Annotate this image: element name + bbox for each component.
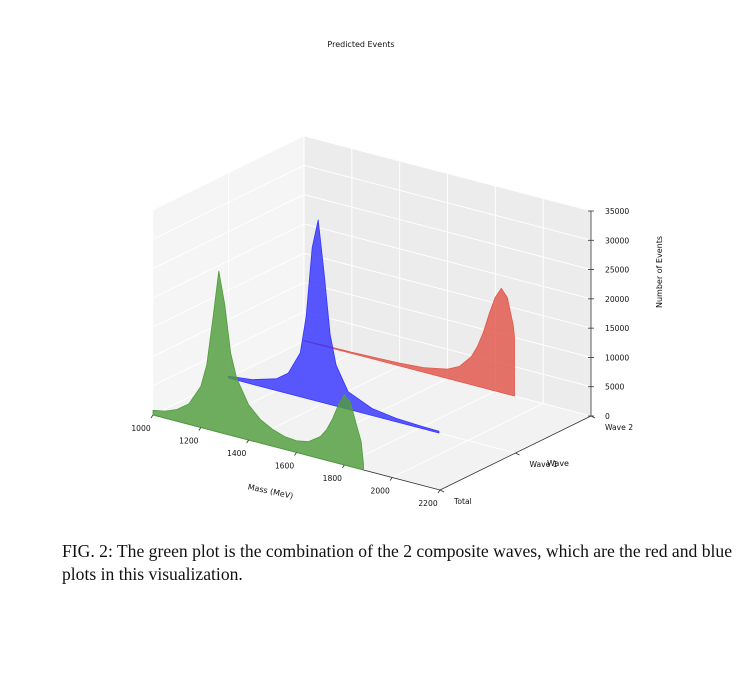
y-tick-mark <box>439 489 445 493</box>
x-tick-mark <box>294 452 297 456</box>
y-tick-labels: Total Wave 1 Wave 2 <box>439 415 633 506</box>
x-tick-mark <box>437 489 441 494</box>
x-tick-mark <box>198 427 202 431</box>
z-tick-label: 15000 <box>605 324 629 333</box>
grid-line <box>303 135 592 212</box>
y-tick-label: Wave 1 <box>530 460 558 469</box>
x-tick-label: 2200 <box>418 499 437 508</box>
series-layer <box>152 219 515 471</box>
x-tick-label: 1000 <box>131 424 150 433</box>
z-axis-label: Number of Events <box>655 236 664 308</box>
z-tick-label: 30000 <box>605 236 629 245</box>
figure-caption: FIG. 2: The green plot is the combinatio… <box>62 541 733 584</box>
y-axis-label: Wave <box>547 459 569 468</box>
y-tick-label: Total <box>453 497 472 506</box>
x-tick-labels: 1000 1200 1400 1600 1800 2000 2200 <box>131 414 441 508</box>
x-tick-mark <box>389 477 393 481</box>
z-tick-label: 10000 <box>605 353 629 362</box>
series-area-wave-2 <box>303 287 515 397</box>
grid-line <box>303 164 592 241</box>
z-tick-labels: 0 5000 10000 15000 20000 25000 30000 35000 <box>588 207 629 421</box>
grid-line <box>303 194 592 271</box>
x-tick-label: 1200 <box>179 437 198 446</box>
z-tick-label: 20000 <box>605 295 629 304</box>
chart-3d: Predicted Events 1000 1200 1400 1600 1800 200… <box>131 40 664 508</box>
x-tick-label: 2000 <box>371 487 390 496</box>
grid-line <box>303 252 592 329</box>
x-tick-label: 1800 <box>323 474 342 483</box>
grid-line <box>303 311 592 388</box>
grid-line <box>303 281 592 358</box>
grid-line <box>303 223 592 300</box>
series-area-wave-1 <box>228 219 440 434</box>
series-area-total <box>152 270 364 471</box>
y-tick-label: Wave 2 <box>605 423 633 432</box>
x-tick-label: 1400 <box>227 449 246 458</box>
x-tick-mark <box>342 464 345 469</box>
x-tick-label: 1600 <box>275 462 294 471</box>
z-tick-label: 35000 <box>605 207 629 216</box>
z-tick-label: 5000 <box>605 383 624 392</box>
z-tick-label: 0 <box>605 412 610 421</box>
y-tick-mark <box>515 452 520 456</box>
x-tick-mark <box>246 439 249 444</box>
x-axis-label: Mass (MeV) <box>247 482 294 500</box>
z-tick-label: 25000 <box>605 266 629 275</box>
x-tick-mark <box>150 414 154 419</box>
chart-title: Predicted Events <box>327 40 394 49</box>
